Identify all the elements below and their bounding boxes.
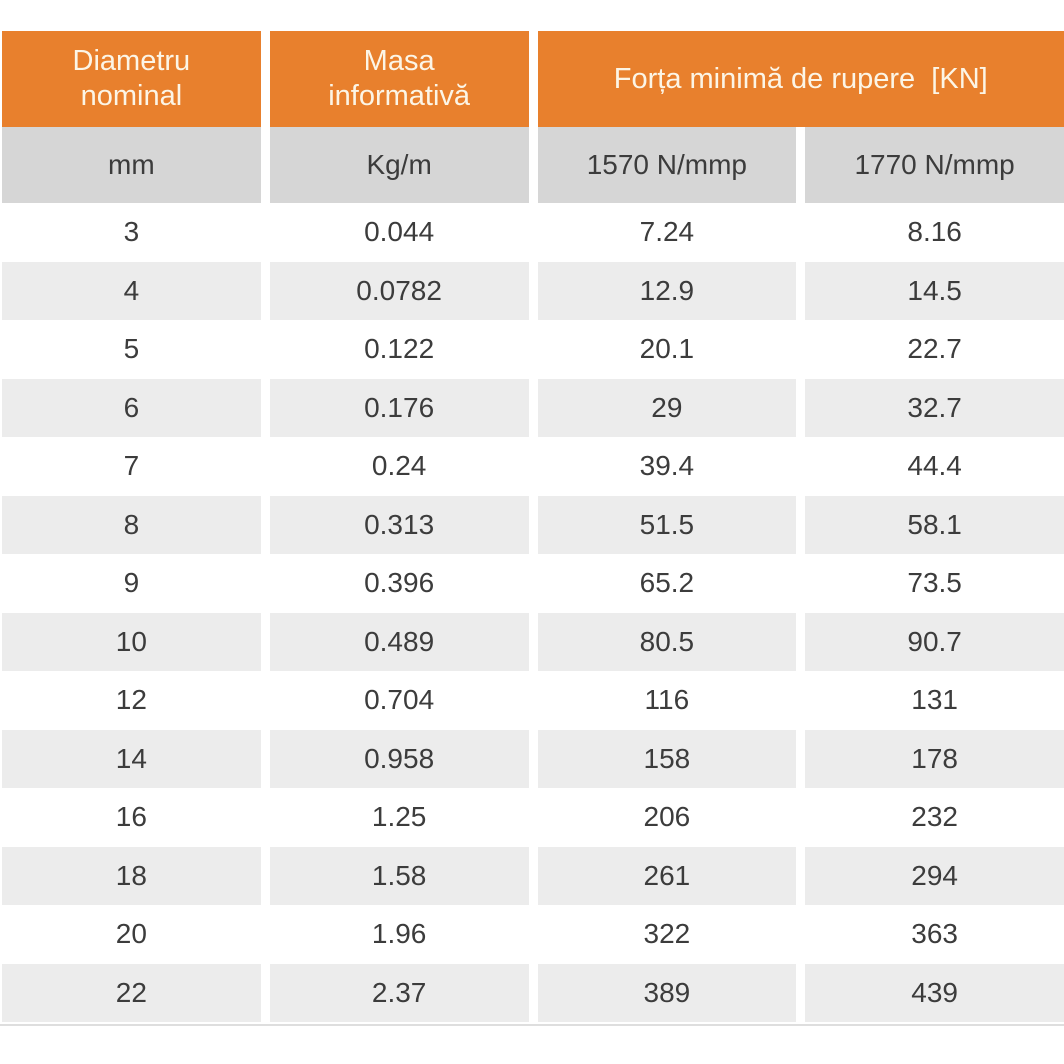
- cell-masa: 0.24: [269, 437, 529, 496]
- cell-forta-1770: 294: [805, 846, 1064, 905]
- cell-forta-1570: 29: [537, 378, 797, 437]
- cell-diametru: 12: [2, 671, 261, 730]
- cell-forta-1770: 14.5: [805, 261, 1064, 320]
- cell-forta-1770: 32.7: [805, 378, 1064, 437]
- table-units-row: mm Kg/m 1570 N/mmp 1770 N/mmp: [2, 127, 1064, 203]
- cell-forta-1770: 131: [805, 671, 1064, 730]
- cell-forta-1770: 58.1: [805, 495, 1064, 554]
- cell-forta-1770: 8.16: [805, 203, 1064, 262]
- table-bottom-divider: [0, 1024, 1064, 1026]
- table-row: 20 1.96 322 363: [2, 905, 1064, 964]
- table-row: 22 2.37 389 439: [2, 963, 1064, 1022]
- cell-forta-1570: 261: [537, 846, 797, 905]
- cell-masa: 0.704: [269, 671, 529, 730]
- cell-diametru: 9: [2, 554, 261, 613]
- cell-forta-1570: 65.2: [537, 554, 797, 613]
- cell-diametru: 22: [2, 963, 261, 1022]
- cell-masa: 0.396: [269, 554, 529, 613]
- cell-diametru: 14: [2, 729, 261, 788]
- header-diametru-nominal: Diametru nominal: [2, 31, 261, 127]
- header-masa-informativa: Masa informativă: [269, 31, 529, 127]
- table-row: 5 0.122 20.1 22.7: [2, 320, 1064, 379]
- cell-forta-1770: 22.7: [805, 320, 1064, 379]
- cell-masa: 0.044: [269, 203, 529, 262]
- table-row: 8 0.313 51.5 58.1: [2, 495, 1064, 554]
- table-row: 6 0.176 29 32.7: [2, 378, 1064, 437]
- cell-diametru: 10: [2, 612, 261, 671]
- cell-masa: 1.58: [269, 846, 529, 905]
- cell-masa: 1.96: [269, 905, 529, 964]
- unit-1770: 1770 N/mmp: [805, 127, 1064, 203]
- cell-diametru: 18: [2, 846, 261, 905]
- specifications-table: Diametru nominal Masa informativă Forța …: [0, 31, 1064, 1026]
- cell-masa: 2.37: [269, 963, 529, 1022]
- cell-diametru: 7: [2, 437, 261, 496]
- cell-masa: 1.25: [269, 788, 529, 847]
- cell-forta-1570: 20.1: [537, 320, 797, 379]
- table-row: 9 0.396 65.2 73.5: [2, 554, 1064, 613]
- cell-forta-1570: 206: [537, 788, 797, 847]
- cell-forta-1770: 90.7: [805, 612, 1064, 671]
- cell-forta-1570: 80.5: [537, 612, 797, 671]
- cell-forta-1770: 232: [805, 788, 1064, 847]
- cell-forta-1770: 439: [805, 963, 1064, 1022]
- cell-diametru: 8: [2, 495, 261, 554]
- table-row: 16 1.25 206 232: [2, 788, 1064, 847]
- cell-diametru: 3: [2, 203, 261, 262]
- cell-forta-1570: 51.5: [537, 495, 797, 554]
- cell-forta-1570: 158: [537, 729, 797, 788]
- cell-diametru: 6: [2, 378, 261, 437]
- unit-1570: 1570 N/mmp: [537, 127, 797, 203]
- table-row: 14 0.958 158 178: [2, 729, 1064, 788]
- cell-masa: 0.313: [269, 495, 529, 554]
- unit-kg-m: Kg/m: [269, 127, 529, 203]
- cell-diametru: 16: [2, 788, 261, 847]
- cell-forta-1570: 7.24: [537, 203, 797, 262]
- cell-forta-1770: 363: [805, 905, 1064, 964]
- table-row: 18 1.58 261 294: [2, 846, 1064, 905]
- cell-forta-1570: 116: [537, 671, 797, 730]
- cell-forta-1570: 322: [537, 905, 797, 964]
- cell-masa: 0.122: [269, 320, 529, 379]
- cell-forta-1570: 389: [537, 963, 797, 1022]
- table-row: 10 0.489 80.5 90.7: [2, 612, 1064, 671]
- cell-diametru: 5: [2, 320, 261, 379]
- cell-masa: 0.489: [269, 612, 529, 671]
- cell-masa: 0.958: [269, 729, 529, 788]
- table-row: 3 0.044 7.24 8.16: [2, 203, 1064, 262]
- header-forta-minima: Forța minimă de rupere [KN]: [537, 31, 1064, 127]
- cell-forta-1770: 73.5: [805, 554, 1064, 613]
- table-row: 7 0.24 39.4 44.4: [2, 437, 1064, 496]
- unit-mm: mm: [2, 127, 261, 203]
- table-header-row: Diametru nominal Masa informativă Forța …: [2, 31, 1064, 127]
- cell-forta-1770: 44.4: [805, 437, 1064, 496]
- cell-forta-1570: 12.9: [537, 261, 797, 320]
- table-row: 12 0.704 116 131: [2, 671, 1064, 730]
- cell-diametru: 4: [2, 261, 261, 320]
- table-row: 4 0.0782 12.9 14.5: [2, 261, 1064, 320]
- cell-masa: 0.0782: [269, 261, 529, 320]
- cell-forta-1570: 39.4: [537, 437, 797, 496]
- cell-diametru: 20: [2, 905, 261, 964]
- cell-forta-1770: 178: [805, 729, 1064, 788]
- cell-masa: 0.176: [269, 378, 529, 437]
